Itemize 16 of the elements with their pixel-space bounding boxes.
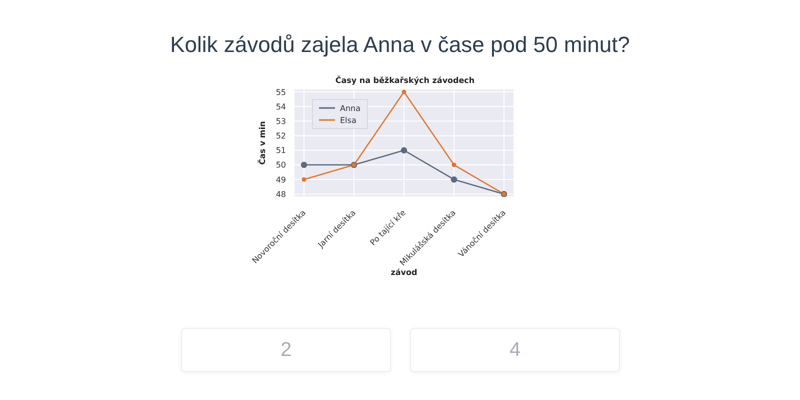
y-tick-label: 54 bbox=[276, 102, 286, 112]
y-tick-label: 51 bbox=[276, 146, 286, 156]
y-tick-label: 50 bbox=[276, 160, 286, 170]
legend-label: Elsa bbox=[340, 116, 356, 124]
y-tick-label: 55 bbox=[276, 88, 286, 97]
chart-title: Kolik závodů zajela Anna v čase pod 50 minut? bbox=[169, 32, 631, 58]
y-axis-title: Čas v min bbox=[256, 120, 267, 165]
legend-label: Anna bbox=[340, 104, 361, 112]
chart-subtitle: Časy na běžkařských závodech bbox=[334, 76, 476, 85]
y-tick-label: 48 bbox=[276, 190, 286, 199]
x-axis-title: závod bbox=[390, 268, 418, 277]
y-tick-label: 49 bbox=[276, 175, 286, 184]
y-tick-label: 52 bbox=[276, 132, 286, 141]
y-tick-label: 53 bbox=[276, 116, 286, 126]
answer-card: 2 bbox=[181, 328, 391, 372]
answer-card: 4 bbox=[410, 328, 620, 372]
